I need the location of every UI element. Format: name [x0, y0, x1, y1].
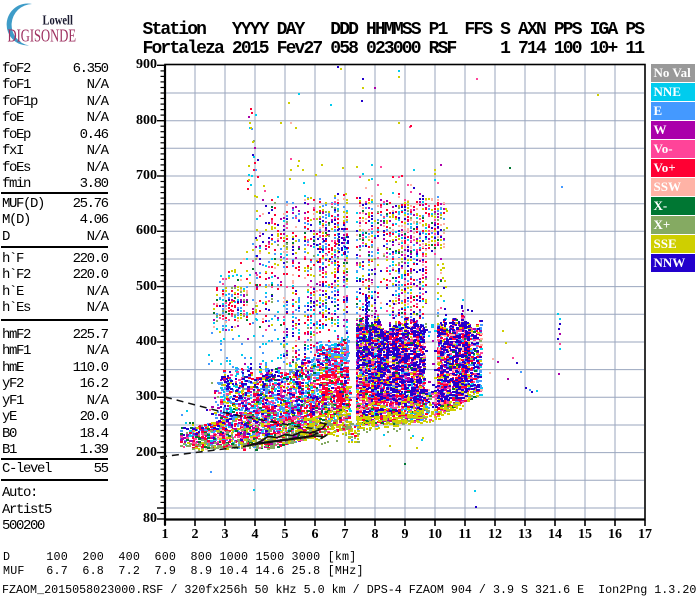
- svg-text:DIGISONDE: DIGISONDE: [8, 26, 77, 46]
- svg-text:Lowell: Lowell: [43, 12, 74, 28]
